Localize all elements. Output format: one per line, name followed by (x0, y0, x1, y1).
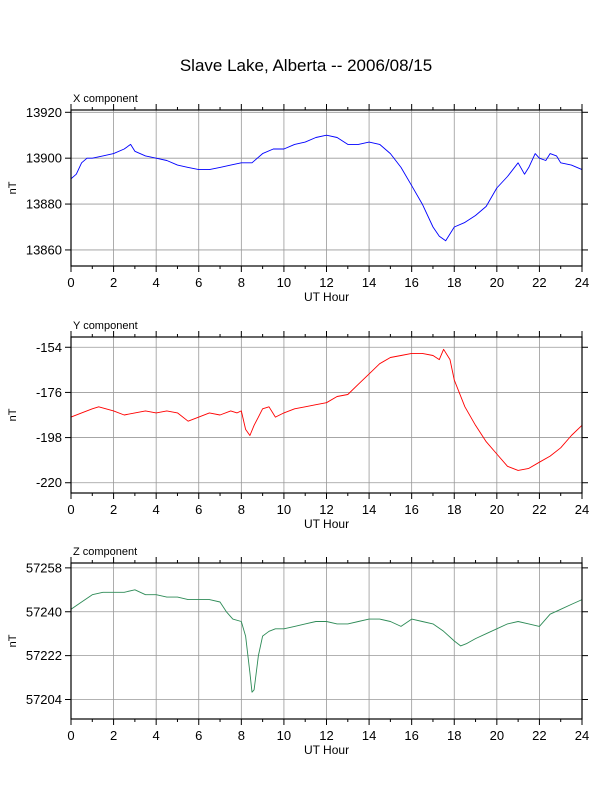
data-line (70, 589, 583, 693)
x-tick-label: 10 (277, 728, 291, 743)
y-tick-label: 57204 (26, 692, 62, 707)
x-tick-label: 12 (319, 502, 333, 517)
x-tick-label: 24 (575, 728, 589, 743)
x-axis-label: UT Hour (304, 290, 349, 304)
figure-title: Slave Lake, Alberta -- 2006/08/15 (179, 56, 433, 75)
x-tick-label: 6 (195, 502, 202, 517)
x-tick-label: 0 (67, 728, 74, 743)
x-tick-label: 0 (67, 502, 74, 517)
y-tick-label: 13880 (26, 197, 62, 212)
y-tick-label: -176 (36, 385, 62, 400)
x-tick-label: 14 (362, 728, 376, 743)
y-tick-label: -154 (36, 340, 62, 355)
x-tick-label: 4 (153, 275, 160, 290)
y-tick-label: -220 (36, 475, 62, 490)
x-tick-label: 16 (404, 275, 418, 290)
x-tick-label: 22 (532, 502, 546, 517)
x-tick-label: 4 (153, 728, 160, 743)
x-tick-label: 8 (238, 728, 245, 743)
y-tick-label: 57258 (26, 560, 62, 575)
x-tick-label: 2 (110, 728, 117, 743)
x-tick-label: 6 (195, 275, 202, 290)
data-line (70, 348, 583, 471)
x-tick-label: 12 (319, 275, 333, 290)
y-tick-label: 13920 (26, 105, 62, 120)
x-tick-label: 6 (195, 728, 202, 743)
x-tick-label: 18 (447, 502, 461, 517)
y-tick-label: -198 (36, 430, 62, 445)
x-tick-label: 14 (362, 502, 376, 517)
x-tick-label: 22 (532, 275, 546, 290)
y-tick-label: 57222 (26, 648, 62, 663)
x-tick-label: 20 (490, 728, 504, 743)
x-tick-label: 24 (575, 502, 589, 517)
panel-title: Y component (73, 320, 138, 332)
x-tick-label: 20 (490, 502, 504, 517)
x-tick-label: 2 (110, 275, 117, 290)
x-axis-label: UT Hour (304, 517, 349, 531)
y-axis-label: nT (7, 634, 19, 647)
panel-title: Z component (73, 546, 137, 558)
x-axis-label: UT Hour (304, 743, 349, 757)
y-tick-label: 57240 (26, 604, 62, 619)
y-axis-label: nT (7, 181, 19, 194)
x-tick-label: 8 (238, 502, 245, 517)
x-tick-label: 16 (404, 728, 418, 743)
x-tick-label: 8 (238, 275, 245, 290)
chart-panel-1: 0 2 4 6 8 10 12 14 16 18 20 22 241386013880139001392… (7, 93, 589, 304)
x-tick-label: 4 (153, 502, 160, 517)
x-tick-label: 0 (67, 275, 74, 290)
x-tick-label: 10 (277, 275, 291, 290)
x-tick-label: 12 (319, 728, 333, 743)
x-tick-label: 18 (447, 728, 461, 743)
y-axis-label: nT (7, 408, 19, 421)
x-tick-label: 2 (110, 502, 117, 517)
x-tick-label: 10 (277, 502, 291, 517)
y-tick-label: 13900 (26, 151, 62, 166)
x-tick-label: 24 (575, 275, 589, 290)
x-tick-label: 14 (362, 275, 376, 290)
panel-title: X component (73, 93, 138, 105)
y-tick-label: 13860 (26, 242, 62, 257)
x-tick-label: 22 (532, 728, 546, 743)
data-line (70, 134, 583, 242)
x-tick-label: 16 (404, 502, 418, 517)
chart-panel-3: 0 2 4 6 8 10 12 14 16 18 20 22 245720457222572405725… (7, 546, 589, 757)
x-tick-label: 18 (447, 275, 461, 290)
x-tick-label: 20 (490, 275, 504, 290)
